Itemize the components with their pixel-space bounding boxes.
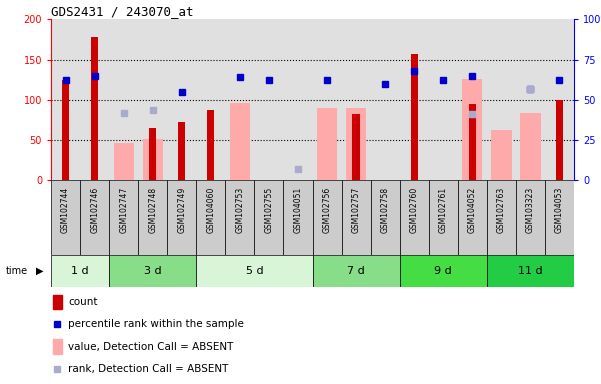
Text: GSM102757: GSM102757 (352, 187, 361, 233)
Bar (80, 180, 109, 255)
Text: 3 d: 3 d (144, 266, 162, 276)
Text: GSM102747: GSM102747 (119, 187, 128, 233)
Bar (400, 180, 429, 255)
Bar (313, 255, 400, 287)
Bar (142, 139, 163, 180)
Text: value, Detection Call = ABSENT: value, Detection Call = ABSENT (69, 342, 234, 352)
Text: GSM102748: GSM102748 (148, 187, 157, 233)
Bar (469, 104, 476, 180)
Bar (352, 114, 360, 180)
Bar (62, 80, 69, 180)
Bar (313, 180, 341, 255)
Bar (545, 180, 574, 255)
Bar (516, 180, 545, 255)
Bar (51, 255, 109, 287)
Text: 11 d: 11 d (518, 266, 543, 276)
Text: GSM102755: GSM102755 (264, 187, 273, 233)
Bar (346, 108, 366, 180)
Bar (491, 131, 511, 180)
Bar (284, 180, 313, 255)
Text: GSM104052: GSM104052 (468, 187, 477, 233)
Text: ▶: ▶ (36, 266, 43, 276)
Text: GSM102758: GSM102758 (380, 187, 389, 233)
Bar (371, 180, 400, 255)
Text: GSM104053: GSM104053 (555, 187, 564, 233)
Bar (225, 180, 254, 255)
Bar (53, 339, 62, 354)
Bar (317, 108, 337, 180)
Bar (197, 180, 225, 255)
Text: percentile rank within the sample: percentile rank within the sample (69, 319, 244, 329)
Bar (487, 255, 574, 287)
Bar (458, 180, 487, 255)
Text: count: count (69, 297, 98, 307)
Bar (178, 122, 186, 180)
Bar (207, 109, 215, 180)
Bar (400, 255, 487, 287)
Text: GSM102746: GSM102746 (90, 187, 99, 233)
Bar (341, 180, 371, 255)
Text: 9 d: 9 d (435, 266, 452, 276)
Bar (109, 180, 138, 255)
Bar (53, 295, 62, 309)
Text: time: time (6, 266, 28, 276)
Text: GSM102744: GSM102744 (61, 187, 70, 233)
Text: 5 d: 5 d (246, 266, 263, 276)
Text: rank, Detection Call = ABSENT: rank, Detection Call = ABSENT (69, 364, 229, 374)
Text: GSM102761: GSM102761 (439, 187, 448, 233)
Bar (487, 180, 516, 255)
Text: 1 d: 1 d (72, 266, 89, 276)
Bar (91, 37, 99, 180)
Bar (254, 180, 284, 255)
Text: GSM102763: GSM102763 (497, 187, 506, 233)
Bar (149, 128, 156, 180)
Bar (167, 180, 197, 255)
Bar (462, 79, 483, 180)
Text: GSM102756: GSM102756 (323, 187, 332, 233)
Bar (556, 100, 563, 180)
Bar (230, 103, 250, 180)
Bar (51, 180, 80, 255)
Text: GDS2431 / 243070_at: GDS2431 / 243070_at (51, 5, 194, 18)
Bar (109, 255, 197, 287)
Text: 7 d: 7 d (347, 266, 365, 276)
Bar (197, 255, 313, 287)
Bar (138, 180, 167, 255)
Text: GSM102749: GSM102749 (177, 187, 186, 233)
Bar (520, 113, 540, 180)
Bar (429, 180, 458, 255)
Bar (410, 54, 418, 180)
Bar (114, 143, 134, 180)
Text: GSM104051: GSM104051 (293, 187, 302, 233)
Text: GSM104060: GSM104060 (206, 187, 215, 233)
Text: GSM103323: GSM103323 (526, 187, 535, 233)
Text: GSM102760: GSM102760 (410, 187, 419, 233)
Text: GSM102753: GSM102753 (236, 187, 245, 233)
